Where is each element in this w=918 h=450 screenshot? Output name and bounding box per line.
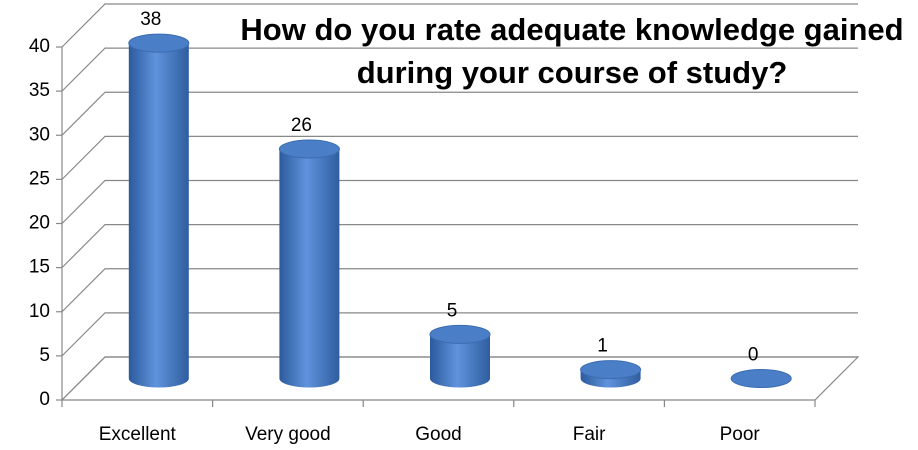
data-label: 0 (748, 345, 759, 366)
bar (128, 33, 190, 388)
y-tick-label: 30 (29, 124, 50, 145)
bar-top (429, 324, 491, 344)
bar-body (279, 149, 340, 388)
bar (278, 139, 340, 388)
x-tick-label: Fair (573, 424, 606, 445)
x-tick-label: Excellent (99, 424, 177, 445)
data-label: 26 (291, 115, 312, 136)
y-tick-label: 40 (29, 36, 50, 57)
y-tick-label: 35 (29, 80, 50, 101)
grid-line (61, 312, 858, 357)
data-label: 5 (447, 300, 458, 321)
grid-line (61, 91, 858, 136)
grid-line (61, 179, 858, 224)
bar-body (128, 43, 189, 388)
grid-line (61, 3, 858, 48)
x-tick-label: Very good (245, 424, 331, 445)
y-tick-label: 0 (39, 389, 50, 410)
grid-line (61, 47, 858, 92)
grid-line (61, 224, 858, 269)
bar-top (128, 33, 190, 53)
bar (429, 324, 491, 388)
bar (580, 360, 642, 388)
y-tick-label: 25 (29, 168, 50, 189)
x-tick-label: Good (415, 424, 461, 445)
y-tick-label: 20 (29, 213, 50, 234)
bar-top (278, 139, 340, 159)
bar-top (730, 369, 792, 388)
grid-line (61, 356, 858, 401)
bar-top (580, 360, 642, 380)
x-tick-label: Poor (720, 424, 761, 445)
data-label: 1 (597, 336, 608, 357)
bar-body (430, 334, 490, 388)
grid-line (61, 268, 858, 313)
y-tick-label: 5 (39, 345, 50, 366)
data-label: 38 (140, 9, 161, 30)
y-tick-label: 15 (29, 257, 50, 278)
chart-title: How do you rate adequate knowledge gaine… (240, 12, 904, 90)
bar (730, 369, 792, 388)
grid-line (61, 135, 858, 180)
y-tick-label: 10 (29, 301, 50, 322)
